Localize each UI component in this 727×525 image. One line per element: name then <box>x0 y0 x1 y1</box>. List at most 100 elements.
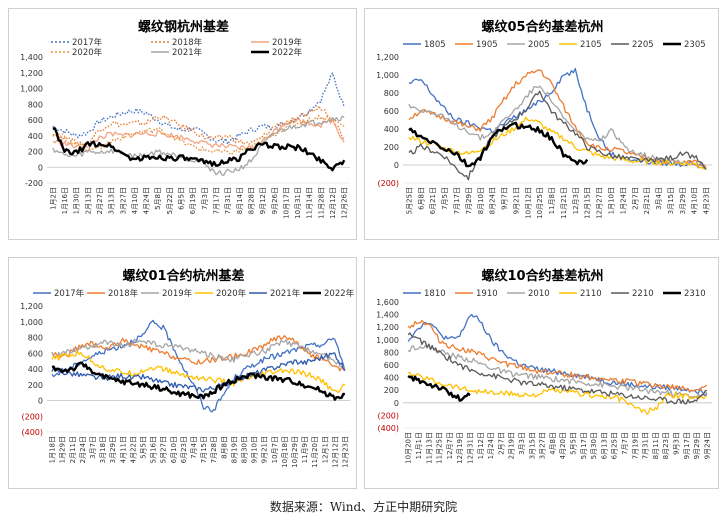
x-tick-label: 5月16日 <box>150 436 158 463</box>
x-tick-label: 1月10日 <box>607 187 615 214</box>
x-tick-label: 5月22日 <box>166 187 174 214</box>
legend-label-2105: 2105 <box>580 40 602 50</box>
x-tick-label: 12月31日 <box>466 432 474 464</box>
y-tick-label: 1,200 <box>376 323 399 332</box>
y-tick-label: 0 <box>394 161 399 170</box>
legend-label-2020-: 2020年 <box>216 288 247 299</box>
x-tick-label: 8月19日 <box>230 436 238 463</box>
x-tick-label: 6月19日 <box>189 187 197 214</box>
legend-label-2018-: 2018年 <box>172 37 203 48</box>
y-axis: 1,600 1,400 1,200 1,000 800 600 400 200 0 (200) (4… <box>376 298 712 433</box>
x-tick-label: 5月5日 <box>139 436 147 459</box>
x-tick-label: 11月28日 <box>317 187 325 219</box>
series-line-1810 <box>407 313 708 397</box>
y-axis: 1,400 1,200 1,000 800 600 400 200 0 -200 <box>20 53 350 188</box>
x-tick-label: 6月21日 <box>429 187 437 214</box>
x-axis: 10月20日 11月1日 11月13日 11月25日 12月7日 12月19日 12月31日… <box>403 427 712 464</box>
x-tick-label: 1月30日 <box>73 187 81 214</box>
x-tick-label: 12月15日 <box>584 187 592 219</box>
x-tick-label: 1月24日 <box>487 432 495 459</box>
legend-label-2017-: 2017年 <box>72 37 103 48</box>
x-tick-label: 4月11日 <box>119 436 127 463</box>
x-tick-label: 10月20日 <box>405 432 413 464</box>
x-tick-label: 7月17日 <box>212 187 220 214</box>
x-tick-label: 3月3日 <box>518 432 526 455</box>
series-line-2018- <box>52 105 345 146</box>
x-tick-label: 12月1日 <box>321 436 329 463</box>
x-tick-label: 3月29日 <box>109 436 117 463</box>
x-tick-label: 11月13日 <box>425 432 433 464</box>
x-tick-label: 6月5日 <box>178 187 186 210</box>
x-tick-label: 8月10日 <box>477 187 485 214</box>
x-tick-label: 12月7日 <box>446 432 454 459</box>
x-tick-label: 7月28日 <box>210 436 218 463</box>
x-tick-label: 12月23日 <box>341 436 349 468</box>
x-tick-label: 9月26日 <box>271 187 279 214</box>
x-tick-label: 2月27日 <box>96 187 104 214</box>
legend: 2017年 2018年 2019年 2020年 2021年 2022年 <box>51 37 303 58</box>
x-tick-label: 12月27日 <box>596 187 604 219</box>
x-tick-label: 9月24日 <box>703 432 711 459</box>
x-tick-label: 9月29日 <box>693 432 701 459</box>
y-tick-label: 1,600 <box>376 298 399 307</box>
series-line-2210 <box>407 332 708 405</box>
x-tick-label: 6月23日 <box>180 436 188 463</box>
x-tick-label: 6月25日 <box>611 432 619 459</box>
x-tick-label: 12月12日 <box>331 436 339 468</box>
y-tick-label: 0 <box>394 399 399 408</box>
x-tick-label: 3月7日 <box>89 436 97 459</box>
y-tick-label: 600 <box>384 107 399 116</box>
legend-label-2022-: 2022年 <box>324 288 355 299</box>
x-tick-label: 5月5日 <box>569 432 577 455</box>
series-line-2019- <box>51 338 346 369</box>
x-tick-label: 8月8日 <box>220 436 228 459</box>
x-tick-label: 12月3日 <box>572 187 580 214</box>
y-tick-label: (400) <box>377 424 399 433</box>
x-tick-label: 1月18日 <box>49 436 57 463</box>
x-tick-label: 5月8日 <box>154 187 162 210</box>
series-line-2010 <box>407 344 708 399</box>
chart-title: 螺纹10合约基差杭州 <box>481 268 603 284</box>
x-tick-label: 5月30日 <box>590 432 598 459</box>
y-tick-label: 200 <box>28 148 43 157</box>
y-tick-label: 400 <box>384 125 399 134</box>
y-tick-label: 800 <box>384 89 399 98</box>
x-tick-label: 11月25日 <box>436 432 444 464</box>
y-tick-label: 800 <box>384 348 399 357</box>
y-tick-label: (200) <box>377 179 399 188</box>
x-tick-label: 11月14日 <box>306 187 314 219</box>
y-axis: 1,200 1,000 800 600 400 200 0 (200) (400) <box>20 302 350 437</box>
chart-panel-contract-01-basis: 螺纹01合约杭州基差 2017年 2018年 2019年 2020年 2021年 2022年… <box>8 257 357 489</box>
chart-panel-contract-05-basis: 螺纹05合约基差杭州 1805 1905 2005 2105 2205 2305 1,200 1… <box>364 8 719 240</box>
legend-label-2017-: 2017年 <box>54 288 85 299</box>
x-tick-label: 9月21日 <box>261 436 269 463</box>
legend-label-2010: 2010 <box>528 289 550 299</box>
x-tick-label: 3月15日 <box>667 187 675 214</box>
x-tick-label: 10月7日 <box>271 436 279 463</box>
x-tick-label: 11月21日 <box>560 187 568 219</box>
x-tick-label: 10月12日 <box>524 187 532 219</box>
x-tick-label: 11月20日 <box>311 436 319 468</box>
legend-label-2210: 2210 <box>632 289 654 299</box>
y-tick-label: 400 <box>384 374 399 383</box>
series-line-2018- <box>51 335 346 372</box>
legend-label-2310: 2310 <box>684 289 706 299</box>
x-tick-label: 5月17日 <box>580 432 588 459</box>
y-tick-label: 1,200 <box>376 53 399 62</box>
y-tick-label: (200) <box>377 411 399 420</box>
x-tick-label: 2月11日 <box>69 436 77 463</box>
x-tick-label: 8月30日 <box>240 436 248 463</box>
chart-contract-01-basis: 螺纹01合约杭州基差 2017年 2018年 2019年 2020年 2021年 2022年… <box>20 268 355 468</box>
y-tick-label: 400 <box>28 365 43 374</box>
x-tick-label: 7月15日 <box>200 436 208 463</box>
x-tick-label: 8月24日 <box>489 187 497 214</box>
y-axis: 1,200 1,000 800 600 400 200 0 (200) <box>376 53 712 188</box>
series-line-2005 <box>408 85 707 170</box>
x-tick-label: 5月25日 <box>405 187 413 214</box>
y-tick-label: 800 <box>28 334 43 343</box>
legend-label-2019-: 2019年 <box>272 37 303 48</box>
x-axis: 5月25日 6月8日 6月21日 7月5日 7月17日 7月29日 8月10日 8月24日 9月… <box>403 182 712 219</box>
x-tick-label: 3月18日 <box>99 436 107 463</box>
x-tick-label: 3月29日 <box>679 187 687 214</box>
y-tick-label: 1,000 <box>376 336 399 345</box>
